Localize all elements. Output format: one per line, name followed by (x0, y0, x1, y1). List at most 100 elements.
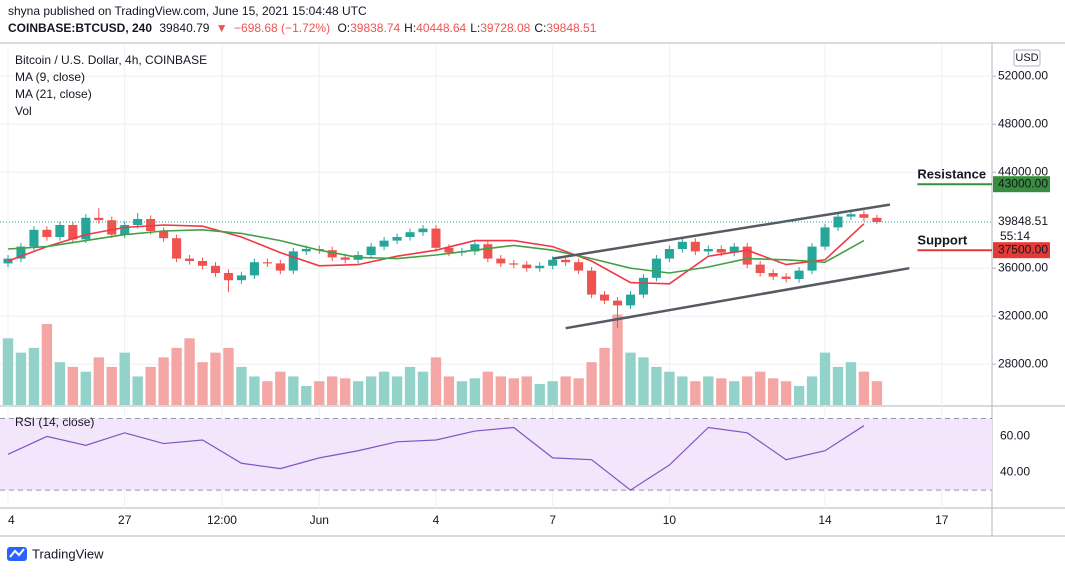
candle-body (185, 258, 195, 261)
countdown: 55:14 (1000, 229, 1030, 243)
rsi-line (7, 425, 865, 491)
candle-body (574, 262, 584, 271)
volume-bar (625, 352, 636, 405)
volume-bar (80, 371, 91, 405)
legend-volume: Vol (15, 104, 32, 118)
x-tick-label: 17 (935, 513, 949, 527)
ohlc-value: 39838.74 (350, 21, 400, 35)
level-label: 43000.00 (998, 176, 1048, 190)
volume-bar (586, 362, 597, 405)
ohlc-label: O: (337, 21, 350, 35)
volume-bar (599, 347, 610, 405)
candle-body (159, 231, 169, 239)
y-tick-label: 48000.00 (998, 116, 1048, 130)
volume-bar (223, 347, 234, 405)
rsi-tick-label: 40.00 (1000, 464, 1030, 478)
volume-bar (301, 385, 312, 405)
volume-bar (871, 381, 883, 405)
candle-body (781, 276, 791, 279)
level-tag (993, 242, 1050, 259)
last-value: 39840.79 (159, 21, 209, 35)
volume-bar (793, 385, 805, 405)
volume-bar (547, 381, 558, 405)
volume-bar (327, 376, 338, 405)
volume-bar (560, 376, 571, 405)
x-tick-label: 12:00 (207, 513, 237, 527)
x-tick-label: 7 (549, 513, 556, 527)
volume-bar (28, 347, 40, 405)
volume-bar (716, 378, 727, 405)
level-tag (993, 176, 1050, 193)
candle-body (729, 246, 739, 253)
volume-bar (573, 378, 584, 405)
legend-ma21: MA (21, close) (15, 87, 92, 101)
rsi-tick-label: 60.00 (1000, 429, 1030, 443)
symbol: COINBASE:BTCUSD, 240 (8, 21, 152, 35)
candle-body (483, 244, 493, 259)
brand: TradingView (32, 546, 104, 561)
candle-body (664, 249, 674, 259)
candle-body (561, 259, 571, 263)
volume-bar (430, 357, 442, 405)
volume-bar (275, 371, 286, 405)
volume-bar (443, 376, 455, 405)
candle-body (340, 257, 350, 260)
candle-body (755, 264, 765, 273)
currency: USD (1015, 52, 1038, 64)
volume-bar (106, 366, 117, 405)
candle-body (29, 229, 39, 247)
level-name: Support (917, 233, 967, 248)
candle-body (120, 225, 130, 235)
last-price-label: 39848.51 (998, 214, 1048, 228)
logo-line (9, 548, 25, 558)
channel-line (552, 203, 891, 260)
volume-bar (145, 366, 156, 405)
ohlc-value: 39848.51 (546, 21, 596, 35)
volume-bar (41, 324, 53, 405)
volume-bar (664, 371, 675, 405)
candle-body (68, 225, 78, 240)
volume-bar (677, 376, 688, 405)
candle-body (249, 262, 259, 276)
volume-bar (132, 376, 143, 405)
volume-bars (2, 314, 883, 405)
candle-body (392, 237, 402, 241)
candle-body (600, 294, 610, 301)
candle-body (470, 244, 480, 252)
candle-body (197, 261, 208, 266)
candle-body (522, 264, 532, 269)
candle-body (768, 273, 778, 277)
candle-body (42, 229, 52, 237)
ohlc-label: H: (404, 21, 416, 35)
candle-body (872, 217, 882, 222)
volume-bar (508, 378, 519, 405)
rsi-band (0, 418, 992, 491)
volume-bar (651, 366, 662, 405)
overlays: Resistance Support (0, 167, 992, 330)
volume-bar (638, 357, 649, 405)
volume-bar (184, 338, 195, 405)
volume-bar (197, 362, 208, 405)
volume-bar (352, 381, 364, 405)
candle-body (431, 228, 441, 248)
x-tick-label: 14 (818, 513, 832, 527)
chart-title: Bitcoin / U.S. Dollar, 4h, COINBASE (15, 53, 207, 67)
x-tick-label: Jun (310, 513, 329, 527)
volume-bar (703, 376, 714, 405)
x-tick-label: 4 (8, 513, 15, 527)
volume-bar (780, 381, 792, 405)
volume-bar (158, 357, 169, 405)
change-arrow: ▼ (216, 21, 228, 35)
volume-bar (858, 371, 870, 405)
candle-body (81, 217, 91, 240)
last-price-tag (993, 213, 1053, 244)
candle-body (210, 265, 221, 273)
volume-bar (469, 378, 481, 405)
candle-body (366, 246, 376, 255)
logo (7, 547, 27, 561)
legend-ma9: MA (9, close) (15, 70, 85, 84)
volume-bar (754, 371, 766, 405)
candle-body (418, 228, 428, 233)
volume-bar (2, 338, 14, 405)
